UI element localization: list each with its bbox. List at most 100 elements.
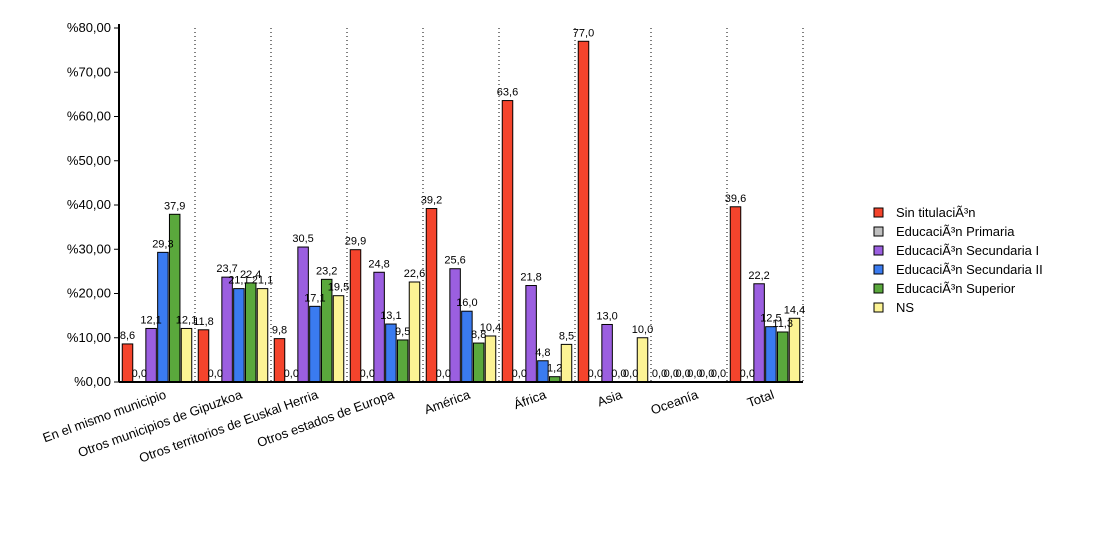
bar <box>636 337 649 383</box>
data-label: 37,9 <box>164 200 185 212</box>
y-tick-label: %60,00 <box>67 109 111 124</box>
data-label: 9,8 <box>272 325 287 337</box>
data-label: 0,0 <box>687 368 702 380</box>
data-label: 11,8 <box>193 316 214 328</box>
legend: Sin titulaciÃ³n EducaciÃ³n Primaria Educac… <box>873 205 1043 315</box>
legend-swatch <box>873 207 884 218</box>
data-label: 0,0 <box>740 368 755 380</box>
data-label: 29,3 <box>152 238 173 250</box>
data-label: 11,3 <box>772 318 793 330</box>
bar <box>256 288 269 383</box>
data-label: 8,5 <box>559 330 574 342</box>
bar <box>729 206 742 383</box>
bar <box>753 283 765 383</box>
bar <box>501 100 514 383</box>
data-label: 12,5 <box>760 313 781 325</box>
data-label: 0,0 <box>588 368 603 380</box>
grid-lines <box>194 28 804 382</box>
data-label: 0,0 <box>675 368 690 380</box>
bar <box>461 310 473 383</box>
data-labels: 8,611,89,829,939,263,677,00,039,60,0 0,0 0… <box>120 27 805 380</box>
data-label: 22,6 <box>404 268 425 280</box>
legend-swatch <box>873 302 884 313</box>
data-label: 1,2 <box>547 363 562 375</box>
data-label: 13,1 <box>380 310 401 322</box>
bar <box>349 249 362 383</box>
y-tick-label: %20,00 <box>67 286 111 301</box>
legend-label: Sin titulaciÃ³n <box>896 205 975 220</box>
bar <box>577 40 590 383</box>
bar <box>145 327 157 383</box>
x-tick-label: Otros estados de Europa <box>255 386 397 450</box>
legend-label: EducaciÃ³n Secundaria I <box>896 243 1039 258</box>
data-label: 39,2 <box>421 195 442 207</box>
data-label: 17,1 <box>304 292 325 304</box>
bar <box>180 327 193 383</box>
bar <box>396 339 409 383</box>
legend-swatch <box>873 283 884 294</box>
data-label: 77,0 <box>573 27 594 39</box>
data-label: 21,1 <box>252 275 273 287</box>
data-label: 22,2 <box>748 270 769 282</box>
bar <box>233 288 245 383</box>
data-label: 0,0 <box>436 368 451 380</box>
data-label: 0,0 <box>208 368 223 380</box>
data-label: 4,8 <box>535 347 550 359</box>
data-label: 0,0 <box>132 368 147 380</box>
legend-swatch <box>873 245 884 256</box>
data-label: 24,8 <box>368 258 389 270</box>
bar <box>425 208 438 383</box>
legend-label: NS <box>896 300 914 315</box>
data-label: 0,0 <box>652 368 667 380</box>
bar <box>560 343 573 383</box>
data-label: 21,8 <box>520 272 541 284</box>
legend-swatch <box>873 264 884 275</box>
x-tick-label: África <box>512 386 549 412</box>
y-tick-label: %80,00 <box>67 20 111 35</box>
x-tick-label: Total <box>745 387 776 411</box>
legend-label: EducaciÃ³n Superior <box>896 281 1016 296</box>
bar <box>776 331 789 383</box>
data-label: 0,0 <box>284 368 299 380</box>
bar <box>297 246 309 383</box>
bar <box>472 342 485 383</box>
data-label: 8,6 <box>120 330 135 342</box>
y-tick-label: %40,00 <box>67 197 111 212</box>
data-label: 0,0 <box>512 368 527 380</box>
bar <box>332 295 345 383</box>
data-label: 63,6 <box>497 87 518 99</box>
data-label: 19,5 <box>328 282 349 294</box>
data-label: 10,4 <box>480 322 501 334</box>
data-label: 22,4 <box>240 269 261 281</box>
data-label: 0,0 <box>611 368 626 380</box>
data-label: 8,8 <box>471 329 486 341</box>
bar <box>373 271 385 383</box>
y-axis: %0,00 %10,00 %20,00 %30,00 %40,00 %50,00 %60,0… <box>67 20 120 389</box>
bar <box>309 305 321 383</box>
data-label: 12,1 <box>140 314 161 326</box>
bar <box>221 276 233 383</box>
bars <box>121 40 801 383</box>
data-label: 16,0 <box>456 297 477 309</box>
data-label: 0,0 <box>664 368 679 380</box>
data-label: 10,0 <box>632 324 653 336</box>
bar <box>244 282 257 383</box>
x-tick-label: América <box>422 386 473 417</box>
data-label: 0,0 <box>360 368 375 380</box>
y-tick-label: %10,00 <box>67 330 111 345</box>
data-label: 0,0 <box>699 368 714 380</box>
data-label: 14,4 <box>784 304 805 316</box>
legend-label: EducaciÃ³n Secundaria II <box>896 262 1043 277</box>
data-label: 25,6 <box>444 255 465 267</box>
data-label: 13,0 <box>596 310 617 322</box>
y-tick-label: %70,00 <box>67 64 111 79</box>
data-label: 23,7 <box>216 263 237 275</box>
data-label: 0,0 <box>623 368 638 380</box>
data-label: 0,0 <box>711 368 726 380</box>
legend-swatch <box>873 226 884 237</box>
data-label: 21,1 <box>228 275 249 287</box>
bar <box>484 335 497 383</box>
